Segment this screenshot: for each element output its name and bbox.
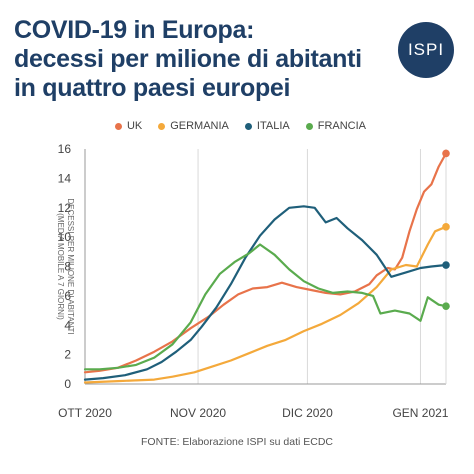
series-line-italia [83,205,448,381]
series-endpoint-uk [442,149,450,158]
ispi-logo: ISPI [398,22,454,78]
title-line-3: in quattro paesi europei [14,74,291,102]
legend-item-uk: UK [114,120,143,132]
x-tick-label: NOV 2020 [170,406,226,420]
series-line-germania [83,225,448,384]
legend-marker-uk [114,122,122,130]
y-axis-label: DECESSI PER MILIONE DI ABITANTI(MEDIA MO… [56,198,75,334]
title-line-2: decessi per milione di abitanti [14,45,362,73]
y-tick-label: 14 [58,171,72,185]
legend-marker-francia [305,122,313,130]
y-tick-label: 2 [64,348,71,362]
legend: UK GERMANIA ITALIA FRANCIA [0,120,474,132]
y-tick-label: 16 [58,142,72,156]
y-tick-label: 0 [64,377,71,391]
y-tick-label: 12 [58,201,72,215]
legend-item-italia: ITALIA [244,120,290,132]
y-axis-label-line-1: DECESSI PER MILIONE DI ABITANTI [66,198,75,334]
legend-label-francia: FRANCIA [317,120,366,132]
x-tick-label: GEN 2021 [392,406,448,420]
legend-item-germania: GERMANIA [158,120,229,132]
y-tick-label: 6 [64,289,71,303]
series-endpoint-francia [442,302,450,310]
y-tick-label: 10 [58,230,72,244]
legend-item-francia: FRANCIA [305,120,366,132]
source-note: FONTE: Elaborazione ISPI su dati ECDC [141,436,333,448]
series-endpoint-germania [442,223,450,231]
legend-marker-italia [244,122,252,130]
x-tick-label: DIC 2020 [282,406,333,420]
series-line-francia [83,243,448,371]
series-endpoint-italia [442,261,450,269]
y-axis-label-line-2: (MEDIA MOBILE A 7 GIORNI) [56,213,65,320]
y-tick-label: 4 [64,318,71,332]
legend-label-germania: GERMANIA [170,120,229,132]
y-tick-label: 8 [64,260,71,274]
chart-title: COVID-19 in Europa: decessi per milione … [14,16,394,103]
title-line-1: COVID-19 in Europa: [14,16,255,44]
x-tick-label: OTT 2020 [58,406,112,420]
logo-text: ISPI [407,40,445,59]
series-line-uk [83,152,448,374]
legend-label-uk: UK [126,120,143,132]
legend-marker-germania [158,122,166,130]
legend-label-italia: ITALIA [256,120,290,132]
